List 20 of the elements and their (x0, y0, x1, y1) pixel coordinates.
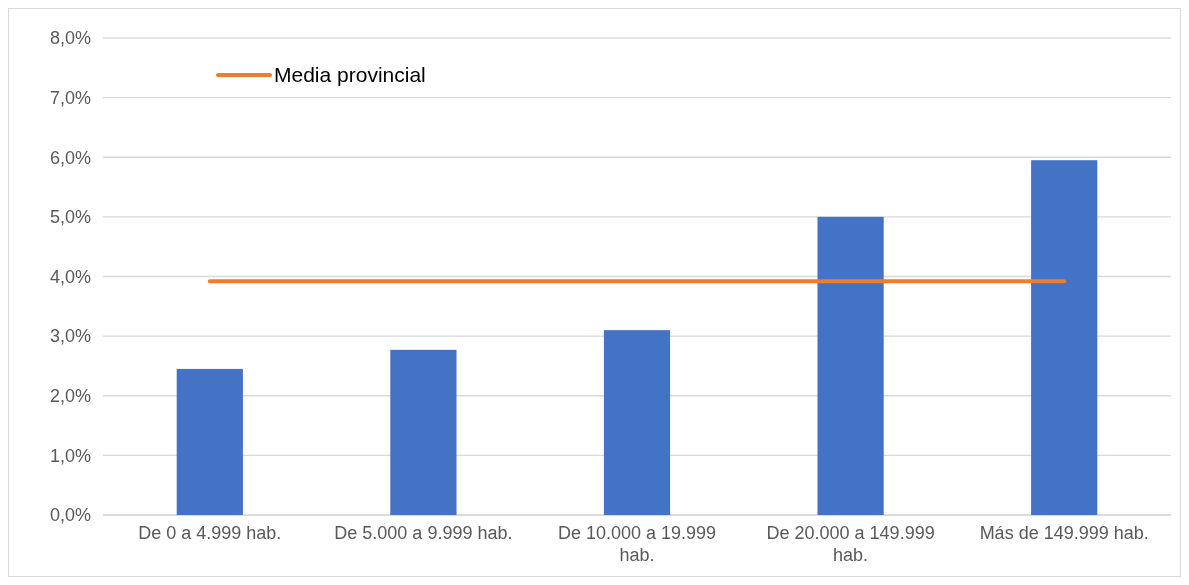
bar (603, 330, 671, 515)
y-tick-label: 5,0% (49, 207, 91, 228)
bar (817, 216, 884, 515)
x-tick-label: De 10.000 a 19.999 hab. (557, 523, 717, 565)
x-tick-label: Más de 149.999 hab. (979, 523, 1149, 543)
y-tick-label: 1,0% (49, 445, 91, 466)
bar (390, 349, 457, 515)
y-tick-label: 7,0% (49, 87, 91, 108)
x-tick-label: De 20.000 a 149.999 hab. (766, 523, 935, 565)
x-tick-label: De 5.000 a 9.999 hab. (334, 523, 513, 543)
y-tick-label: 4,0% (49, 266, 91, 287)
legend-label: Media provincial (274, 63, 426, 87)
x-tick-label: De 0 a 4.999 hab. (138, 523, 282, 543)
y-tick-label: 6,0% (49, 147, 91, 168)
y-tick-label: 8,0% (49, 28, 91, 49)
bar (176, 368, 243, 515)
y-tick-label: 0,0% (49, 505, 91, 526)
bar (1031, 160, 1098, 515)
y-tick-label: 2,0% (49, 386, 91, 407)
y-tick-label: 3,0% (49, 326, 91, 347)
